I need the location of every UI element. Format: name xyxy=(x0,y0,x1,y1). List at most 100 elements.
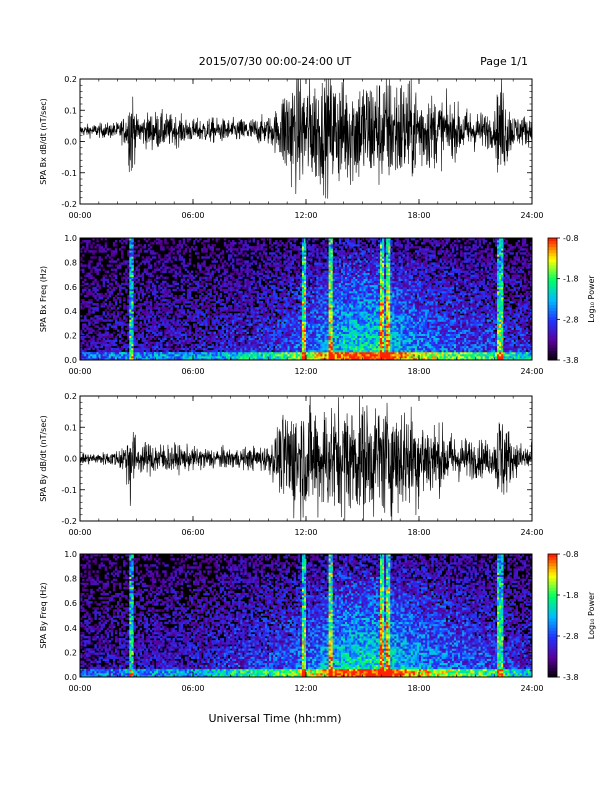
spectrogram-cell xyxy=(262,264,266,267)
spectrogram-cell xyxy=(283,294,286,298)
spectrogram-cell xyxy=(293,282,297,286)
spectrogram-cell xyxy=(330,353,334,357)
spectrogram-cell xyxy=(213,270,216,273)
spectrogram-cell xyxy=(308,270,311,273)
spectrogram-cell xyxy=(306,323,309,326)
spectrogram-cell xyxy=(190,319,194,322)
spectrogram-cell xyxy=(326,329,329,332)
spectrogram-cell xyxy=(195,309,198,312)
spectrogram-cell xyxy=(137,313,140,316)
spectrogram-cell xyxy=(160,357,163,360)
spectrogram-cell xyxy=(137,343,140,347)
spectrogram-cell xyxy=(221,343,225,347)
spectrogram-cell xyxy=(160,242,163,245)
spectrogram-cell xyxy=(238,351,241,355)
spectrogram-cell xyxy=(178,256,182,259)
spectrogram-cell xyxy=(232,355,235,359)
spectrogram-cell xyxy=(271,319,274,322)
spectrogram-cell xyxy=(184,333,188,336)
spectrogram-cell xyxy=(273,319,276,322)
spectrogram-cell xyxy=(188,349,192,353)
spectrogram-cell xyxy=(94,266,97,269)
spectrogram-cell xyxy=(209,357,212,360)
spectrogram-cell xyxy=(260,296,264,300)
spectrogram-cell xyxy=(119,331,122,334)
spectrogram-cell xyxy=(168,357,171,360)
spectrogram-cell xyxy=(129,321,132,324)
spectrogram-cell xyxy=(217,286,221,290)
spectrogram-cell xyxy=(195,337,198,341)
spectrogram-cell xyxy=(131,315,134,318)
spectrogram-cell xyxy=(287,278,290,282)
spectrogram-cell xyxy=(242,343,245,347)
spectrogram-cell xyxy=(88,260,91,263)
spectrogram-cell xyxy=(240,240,243,243)
spectrogram-cell xyxy=(88,347,91,351)
spectrogram-cell xyxy=(289,284,293,288)
spectrogram-cell xyxy=(149,345,153,349)
spectrogram-cell xyxy=(306,270,309,273)
spectrogram-cell xyxy=(275,266,278,269)
spectrogram-cell xyxy=(248,240,251,243)
spectrogram-cell xyxy=(112,250,116,253)
spectrogram-cell xyxy=(219,347,223,351)
spectrogram-cell xyxy=(316,311,319,314)
spectrogram-cell xyxy=(141,335,145,339)
spectrogram-cell xyxy=(246,329,249,332)
spectrogram-cell xyxy=(215,325,219,328)
spectrogram-cell xyxy=(219,331,223,334)
spectrogram-cell xyxy=(96,351,99,355)
spectrogram-cell xyxy=(172,357,175,360)
spectrogram-cell xyxy=(295,276,299,280)
spectrogram-cell xyxy=(303,266,307,269)
spectrogram-cell xyxy=(291,266,295,269)
spectrogram-cell xyxy=(137,272,140,275)
spectrogram-cell xyxy=(188,311,192,314)
spectrogram-cell xyxy=(322,276,325,280)
spectrogram-cell xyxy=(100,327,103,330)
spectrogram-cell xyxy=(250,357,253,360)
spectrogram-cell xyxy=(129,333,132,336)
spectrogram-cell xyxy=(250,305,253,308)
spectrogram-cell xyxy=(112,288,116,292)
spectrogram-cell xyxy=(330,294,334,298)
spectrogram-cell xyxy=(306,319,309,322)
spectrogram-cell xyxy=(133,349,136,353)
spectrogram-cell xyxy=(82,327,85,330)
spectrogram-cell xyxy=(145,351,149,355)
spectrogram-cell xyxy=(82,349,85,353)
spectrogram-cell xyxy=(303,347,307,351)
spectrogram-cell xyxy=(250,294,253,298)
spectrogram-cell xyxy=(190,274,194,278)
spectrogram-cell xyxy=(308,315,311,318)
spectrogram-cell xyxy=(125,280,128,284)
spectrogram-cell xyxy=(108,294,112,298)
spectrogram-cell xyxy=(88,290,91,294)
spectrogram-cell xyxy=(306,299,309,302)
spectrogram-cell xyxy=(172,319,175,322)
spectrogram-cell xyxy=(112,260,116,263)
spectrogram-cell xyxy=(293,343,297,347)
spectrogram-cell xyxy=(283,282,286,286)
spectrogram-cell xyxy=(264,284,268,288)
spectrogram-cell xyxy=(209,288,212,292)
spectrogram-cell xyxy=(201,248,204,251)
spectrogram-cell xyxy=(324,353,327,357)
spectrogram-cell xyxy=(166,341,169,345)
spectrogram-cell xyxy=(256,272,260,275)
spectrogram-cell xyxy=(223,339,227,343)
spectrogram-cell xyxy=(197,264,200,267)
spectrogram-cell xyxy=(285,309,288,312)
spectrogram-cell xyxy=(213,339,216,343)
spectrogram-cell xyxy=(129,319,132,322)
spectrogram-cell xyxy=(242,246,245,249)
spectrogram-cell xyxy=(271,325,274,328)
spectrogram-cell xyxy=(266,268,270,271)
spectrogram-cell xyxy=(301,274,305,278)
spectrogram-cell xyxy=(80,250,83,253)
spectrogram-cell xyxy=(223,268,227,271)
spectrogram-cell xyxy=(328,319,332,322)
spectrogram-cell xyxy=(324,339,327,343)
spectrogram-cell xyxy=(324,292,327,296)
spectrogram-cell xyxy=(156,329,159,332)
